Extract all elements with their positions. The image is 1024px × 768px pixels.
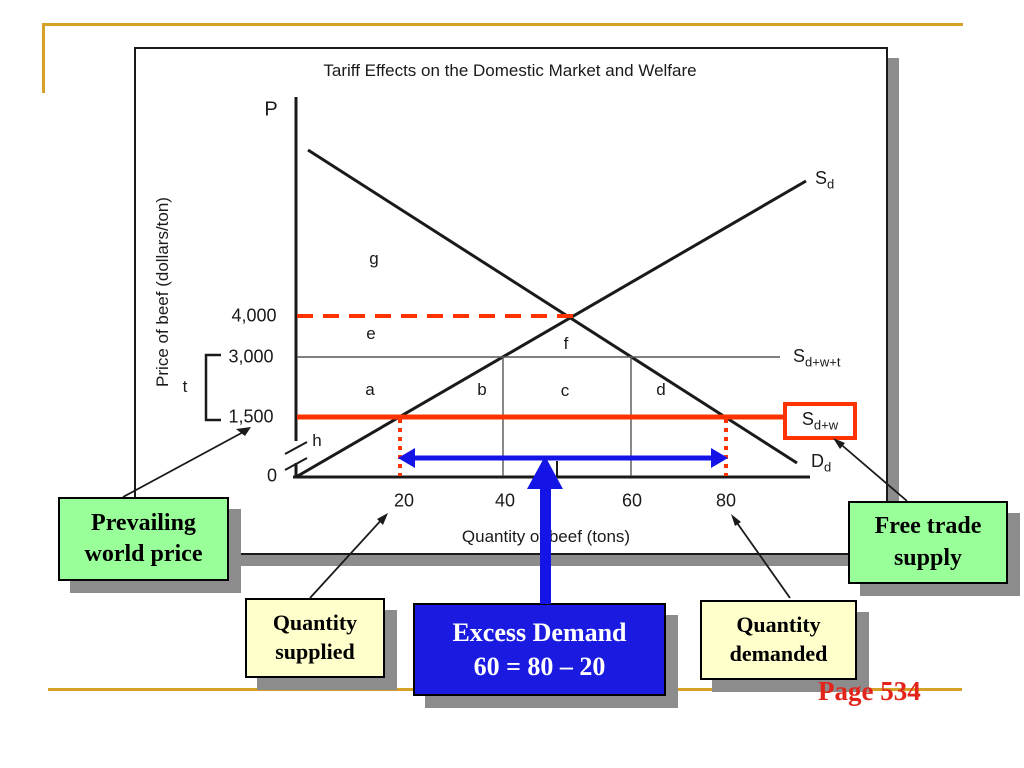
- y-tick-1500: 1,500: [228, 406, 274, 427]
- y-tick-4000: 4,000: [231, 305, 277, 326]
- callout-quantity-supplied: Quantity supplied: [245, 598, 385, 678]
- x-tick-80: 80: [715, 490, 737, 511]
- region-label-b: b: [477, 380, 487, 399]
- region-label-d: d: [656, 380, 666, 399]
- free-trade-supply-line-label: Sd+w: [801, 409, 839, 433]
- y-tick-0: 0: [266, 465, 278, 486]
- x-axis-label: Quantity of beef (tons): [461, 527, 631, 546]
- region-label-e: e: [366, 324, 376, 343]
- region-label-f: f: [563, 334, 569, 353]
- y-axis-symbol: P: [264, 98, 278, 121]
- region-label-c: c: [560, 381, 570, 400]
- tariff-bracket-label: t: [182, 377, 188, 396]
- region-label-g: g: [369, 249, 379, 268]
- tariff-supply-line-label: Sd+w+t: [793, 346, 841, 370]
- callout-excess-demand: Excess Demand 60 = 80 – 20: [413, 603, 666, 696]
- chart-panel: [134, 47, 888, 555]
- free-trade-supply-line-label-box: Sd+w: [783, 402, 857, 440]
- demand-curve-label: Dd: [811, 451, 832, 475]
- x-tick-20: 20: [393, 490, 415, 511]
- callout-quantity-demanded: Quantity demanded: [700, 600, 857, 680]
- gold-left-rule: [42, 23, 45, 93]
- callout-free-trade-supply: Free trade supply: [848, 501, 1008, 584]
- supply-curve-label: Sd: [815, 168, 835, 192]
- page-number: Page 534: [818, 676, 921, 706]
- x-tick-60: 60: [621, 490, 643, 511]
- region-label-h: h: [312, 431, 322, 450]
- y-axis-label: Price of beef (dollars/ton): [153, 197, 172, 387]
- gold-top-rule: [42, 23, 963, 26]
- x-tick-40: 40: [494, 490, 516, 511]
- region-label-a: a: [365, 380, 375, 399]
- y-tick-3000: 3,000: [228, 346, 274, 367]
- chart-title: Tariff Effects on the Domestic Market an…: [323, 61, 697, 80]
- callout-prevailing-world-price: Prevailing world price: [58, 497, 229, 581]
